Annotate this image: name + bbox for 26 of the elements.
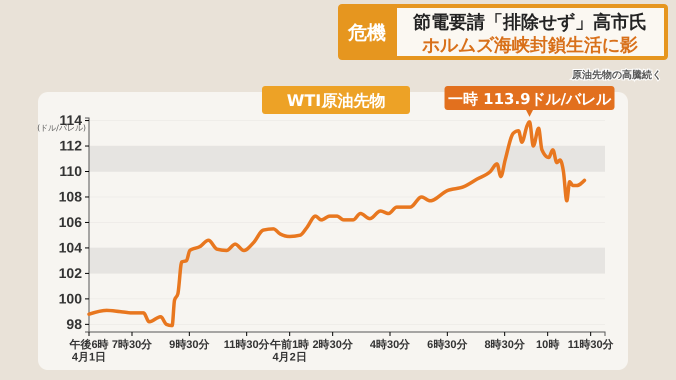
y-tick-label: 102 [58,264,82,281]
x-tick-label: 2時30分 [312,338,354,351]
x-tick-label: 8時30分 [484,338,526,351]
y-tick-label: 100 [58,290,82,306]
y-tick-label: 112 [59,138,82,154]
x-tick-label: 4時30分 [370,338,412,351]
x-tick-label: 9時30分 [169,338,211,351]
x-tick-label: 午後6時 4月1日 [68,338,109,364]
x-tick-label: 11時30分 [224,338,271,351]
x-tick-label: 6時30分 [427,338,469,351]
y-axis-title: (ドル/バレル) [37,124,86,133]
y-tick-label: 110 [59,162,82,179]
chart-title: WTI原油先物 [286,91,386,110]
text: ホルムズ海峡封鎖生活に影 [421,35,638,56]
text: 節電要請「排除せず」高市氏 [412,12,647,33]
annotation: 一時 113.9ドル/バレル [448,90,612,108]
x-tick-label: 10時 [536,338,560,351]
x-tick-label: 午前1時 4月2日 [269,338,310,364]
y-tick-label: 106 [58,214,82,230]
y-tick-label: 108 [58,188,82,204]
text: 危機 [347,22,386,44]
x-tick-label: 11時30分 [568,338,615,351]
y-tick-label: 98 [66,316,82,332]
text: 原油先物の高騰続く [571,69,662,81]
y-tick-label: 104 [58,239,82,256]
x-tick-label: 7時30分 [112,338,154,351]
